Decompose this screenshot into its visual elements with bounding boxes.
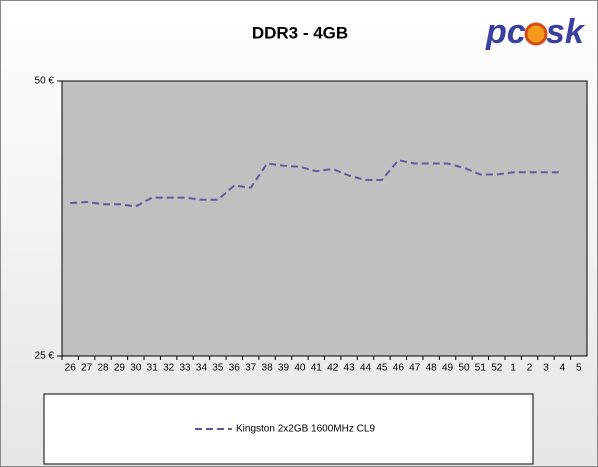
x-tick-label: 2 (527, 363, 533, 374)
x-tick-label: 32 (163, 363, 175, 374)
x-tick-label: 28 (97, 363, 109, 374)
x-tick-label: 51 (475, 363, 487, 374)
y-tick-label: 25 € (35, 351, 55, 362)
x-tick-label: 4 (560, 363, 566, 374)
x-tick-label: 31 (147, 363, 159, 374)
x-tick-label: 38 (262, 363, 274, 374)
legend (43, 393, 534, 465)
x-tick-label: 47 (409, 363, 421, 374)
logo-flame (524, 22, 548, 46)
x-tick-label: 48 (426, 363, 438, 374)
x-tick-label: 52 (491, 363, 503, 374)
series-line (70, 159, 563, 208)
x-tick-label: 39 (278, 363, 290, 374)
x-tick-label: 34 (196, 363, 208, 374)
y-tick-label: 50 € (35, 76, 55, 87)
x-tick-label: 37 (245, 363, 257, 374)
x-tick-label: 44 (360, 363, 372, 374)
logo-text: pc (485, 13, 526, 51)
x-tick-label: 35 (212, 363, 224, 374)
x-tick-label: 29 (114, 363, 126, 374)
x-tick-label: 36 (229, 363, 241, 374)
x-tick-label: 5 (576, 363, 582, 374)
x-tick-label: 1 (510, 363, 516, 374)
x-tick-label: 46 (393, 363, 405, 374)
x-tick-label: 49 (442, 363, 454, 374)
x-tick-label: 42 (327, 363, 339, 374)
legend-label: Kingston 2x2GB 1600MHz CL9 (236, 424, 375, 435)
x-tick-label: 26 (65, 363, 77, 374)
x-tick-label: 3 (543, 363, 549, 374)
x-tick-label: 50 (458, 363, 470, 374)
x-tick-label: 45 (376, 363, 388, 374)
plot-area (61, 80, 588, 357)
x-tick-label: 27 (81, 363, 93, 374)
logo-text: sk (546, 13, 586, 51)
chart-title: DDR3 - 4GB (252, 23, 348, 42)
x-tick-label: 43 (344, 363, 356, 374)
x-tick-label: 30 (130, 363, 142, 374)
logo: pc sk (485, 13, 586, 51)
x-tick-label: 33 (179, 363, 191, 374)
x-tick-label: 41 (311, 363, 323, 374)
x-tick-label: 40 (294, 363, 306, 374)
